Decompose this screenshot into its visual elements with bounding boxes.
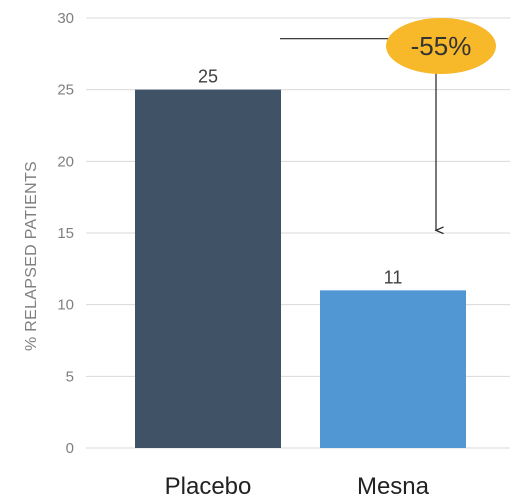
bars: [135, 89, 466, 449]
percent-change-badge: [386, 18, 496, 74]
y-tick-label-30: 30: [57, 10, 74, 27]
change-annotation: -55%: [280, 18, 496, 235]
bar-mesna: [320, 290, 466, 448]
percent-change-label: -55%: [411, 31, 472, 61]
data-label-mesna: 11: [384, 267, 403, 287]
y-tick-label-25: 25: [57, 82, 74, 99]
y-tick-label-5: 5: [66, 368, 74, 385]
y-tick-label-20: 20: [57, 153, 74, 170]
y-axis-title: % RELAPSED PATIENTS: [23, 161, 40, 351]
category-label-placebo: Placebo: [165, 473, 252, 499]
y-tick-label-10: 10: [57, 297, 74, 314]
y-tick-label-15: 15: [57, 225, 74, 242]
data-labels: 25 11: [198, 67, 402, 288]
x-axis-categories: Placebo Mesna: [165, 473, 430, 499]
data-label-placebo: 25: [198, 67, 218, 87]
y-tick-label-0: 0: [66, 440, 74, 457]
category-label-mesna: Mesna: [357, 473, 430, 499]
y-axis-ticks: 0 5 10 15 20 25 30: [57, 10, 74, 457]
bar-placebo: [135, 89, 281, 449]
